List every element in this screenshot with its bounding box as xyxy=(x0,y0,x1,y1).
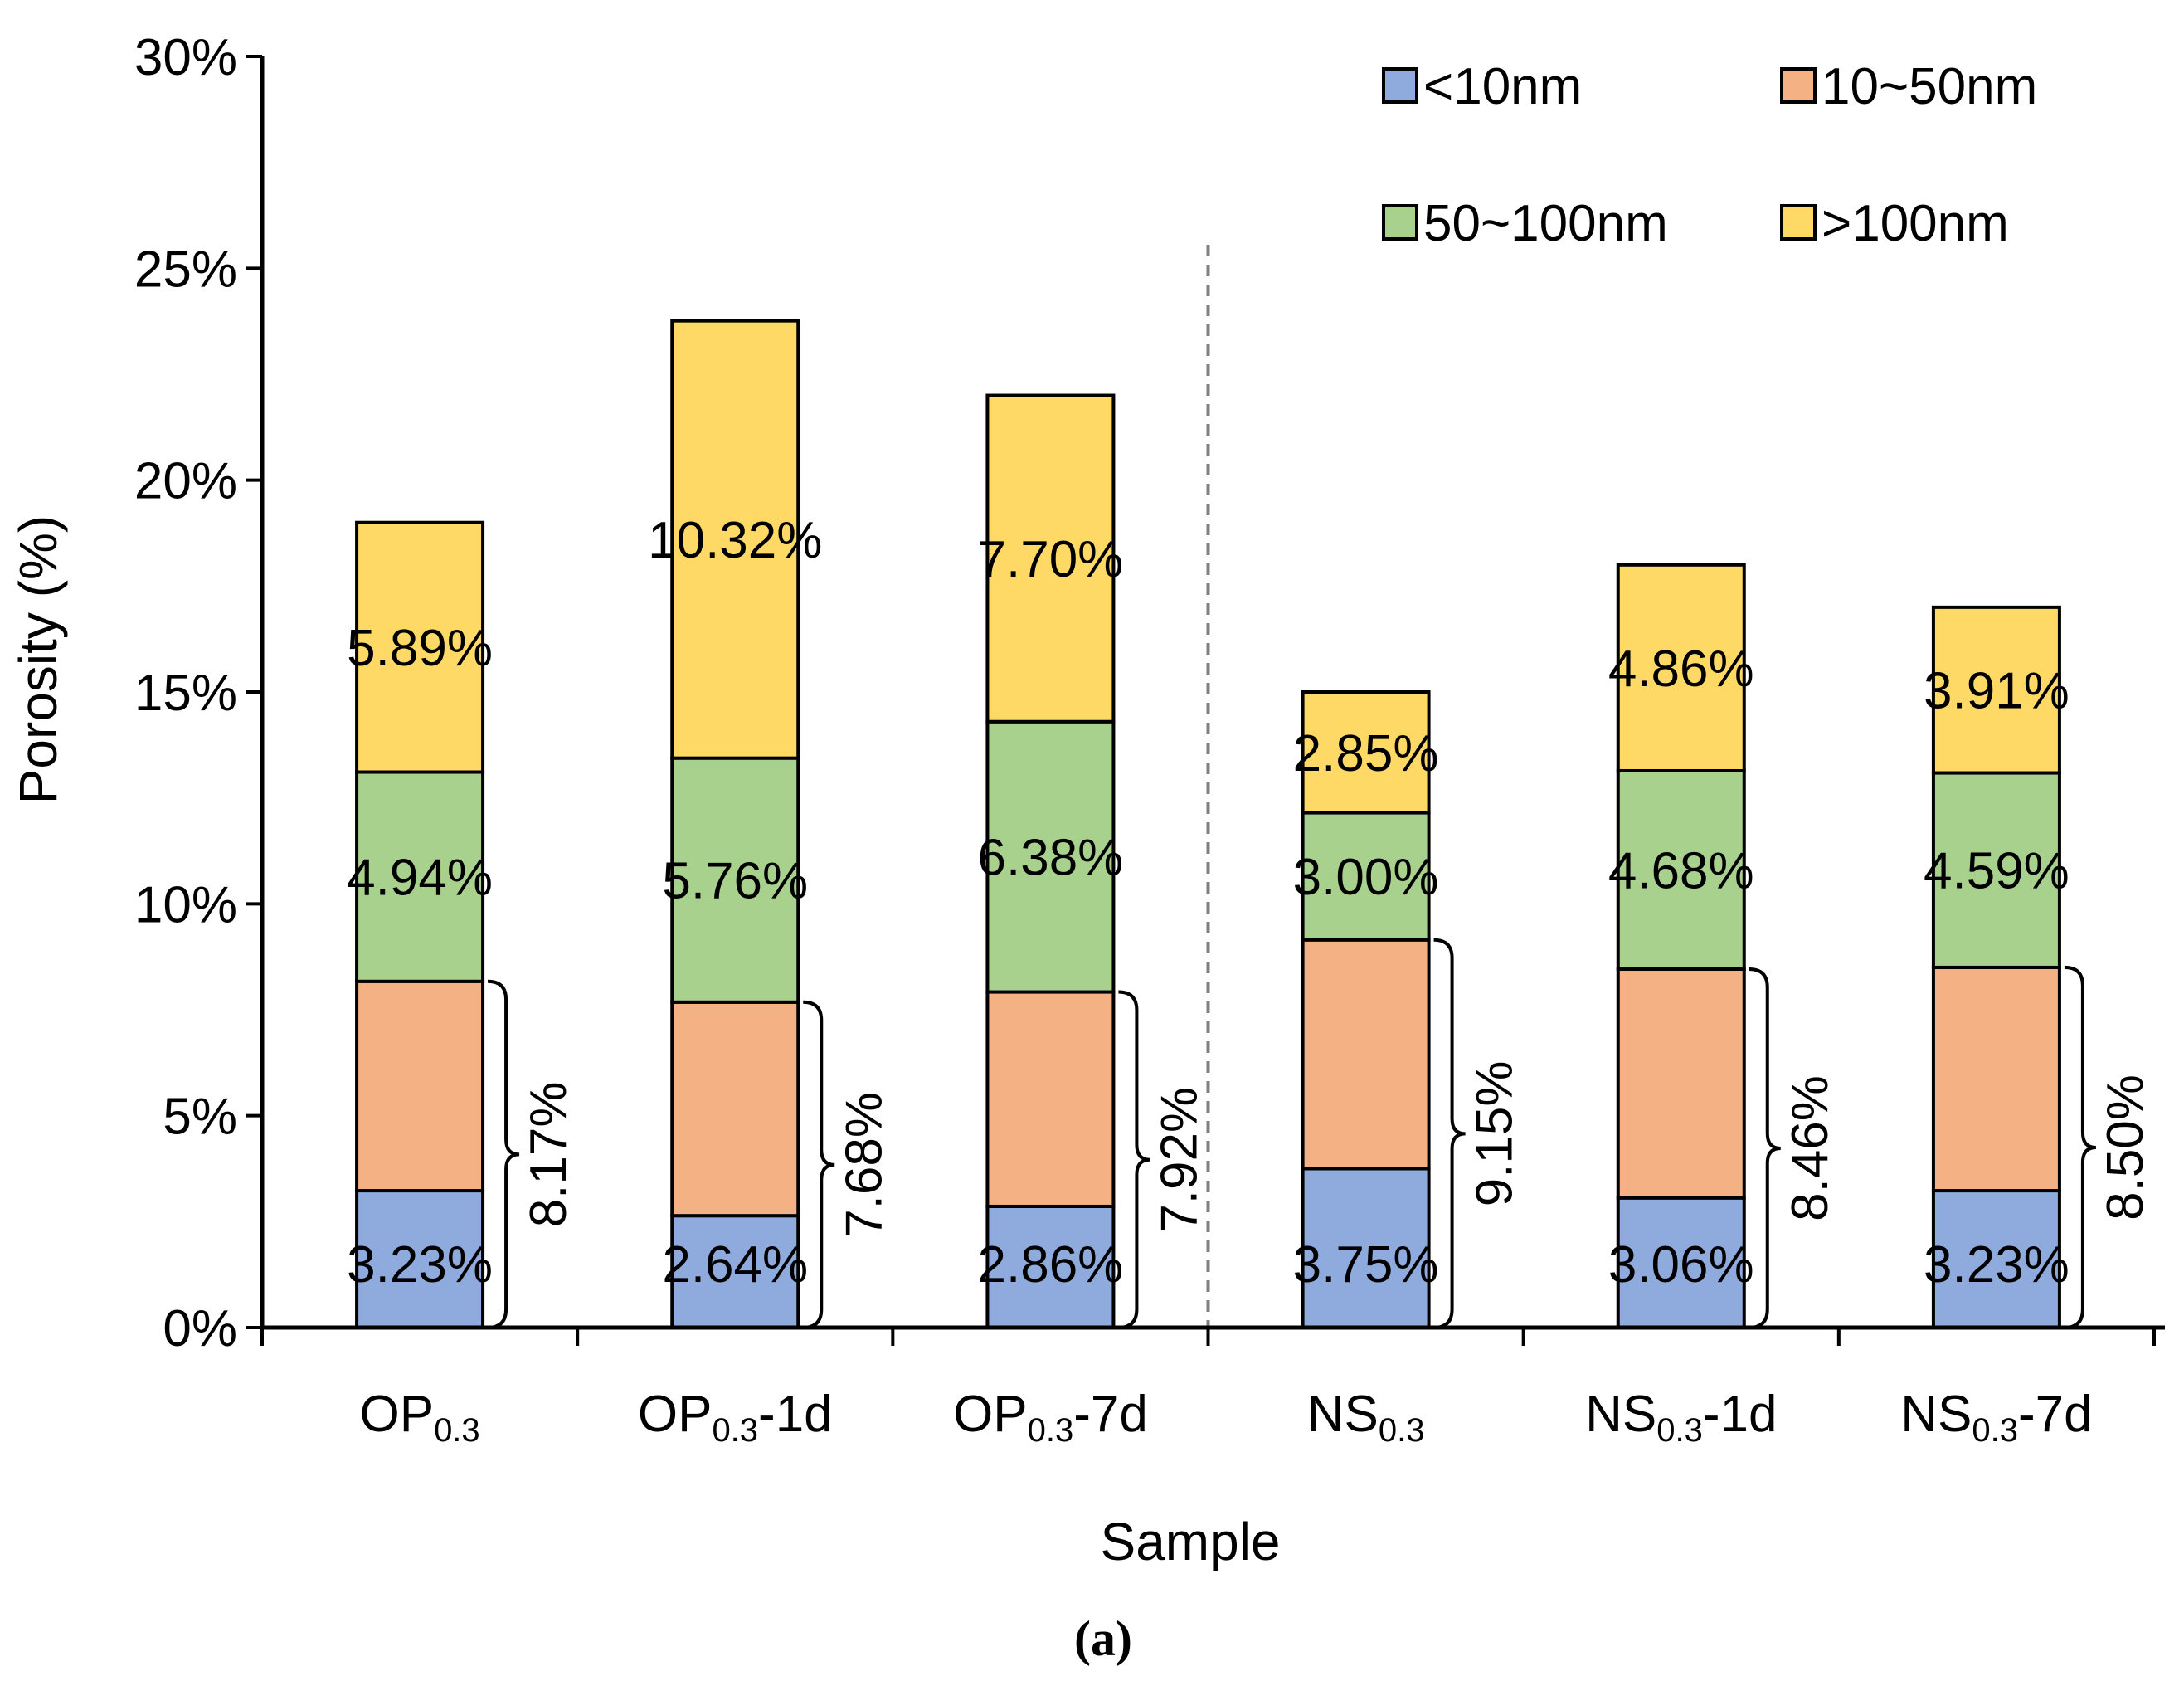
legend-label: >100nm xyxy=(1822,195,2009,252)
bar-segment-50-100-1 xyxy=(670,756,800,1004)
data-label: 7.70% xyxy=(978,531,1124,588)
y-tick-label: 0% xyxy=(163,1300,237,1357)
x-tick-label: NS0.3-7d xyxy=(1900,1386,2092,1449)
bar-segment-10-50-1 xyxy=(670,1000,800,1218)
x-tick-label: OP0.3-7d xyxy=(953,1386,1148,1449)
bar-segment-50-100-2 xyxy=(985,719,1116,994)
brace xyxy=(1433,938,1466,1329)
bar-segment-lt10-1 xyxy=(670,1214,800,1329)
legend: <10nm 10~50nm 50~100nm >100nm xyxy=(1382,58,2037,252)
bar-segment-lt10-2 xyxy=(985,1204,1116,1329)
brace-label: 8.17% xyxy=(520,1081,577,1227)
bar-segment-gt100-1 xyxy=(670,319,800,760)
bar-segment-10-50-5 xyxy=(1931,965,2061,1193)
data-label: 2.64% xyxy=(662,1236,808,1294)
bar-segment-lt10-5 xyxy=(1931,1189,2061,1330)
bar-segment-10-50-0 xyxy=(355,979,485,1193)
data-label: 3.06% xyxy=(1608,1236,1754,1294)
brace-label: 8.50% xyxy=(2097,1074,2154,1221)
bar-segment-gt100-5 xyxy=(1931,605,2061,775)
bar-segment-lt10-4 xyxy=(1616,1196,1746,1329)
brace-label: 9.15% xyxy=(1467,1060,1524,1206)
legend-swatch xyxy=(1382,67,1418,104)
data-label: 4.86% xyxy=(1608,641,1754,698)
brace xyxy=(803,1000,835,1329)
bar-segment-gt100-3 xyxy=(1301,690,1431,815)
bar-segment-gt100-0 xyxy=(355,520,485,774)
x-tick-label: NS0.3 xyxy=(1307,1386,1425,1449)
y-tick-label: 25% xyxy=(134,241,237,298)
x-tick-label: OP0.3-1d xyxy=(638,1386,833,1449)
brace xyxy=(487,979,520,1329)
bar-segment-50-100-0 xyxy=(355,770,485,983)
legend-label: 10~50nm xyxy=(1822,58,2037,115)
y-tick-label: 5% xyxy=(163,1089,237,1146)
y-tick-label: 15% xyxy=(134,665,237,722)
axes: OP0.3 OP0.3-1d OP0.3-7d NS0.3 NS0.3-1d NS0.3-… xyxy=(134,29,2165,1449)
brace xyxy=(1749,967,1781,1329)
data-label: 3.00% xyxy=(1293,849,1439,906)
data-label: 6.38% xyxy=(978,830,1124,887)
data-label: 3.23% xyxy=(347,1236,493,1294)
bar-segment-10-50-2 xyxy=(985,990,1116,1208)
data-label: 4.94% xyxy=(347,850,493,907)
data-label: 5.89% xyxy=(347,620,493,677)
data-label: 3.23% xyxy=(1924,1236,2070,1294)
bar-segment-10-50-4 xyxy=(1616,967,1746,1200)
bar-segment-gt100-4 xyxy=(1616,563,1746,772)
data-label: 4.59% xyxy=(1924,843,2070,900)
legend-swatch xyxy=(1382,204,1418,241)
data-label: 5.76% xyxy=(662,853,808,910)
legend-label: 50~100nm xyxy=(1423,195,1668,252)
bar-segment-gt100-2 xyxy=(985,393,1116,724)
y-tick-label: 20% xyxy=(134,453,237,510)
bar-segment-50-100-5 xyxy=(1931,771,2061,969)
brace-label: 8.46% xyxy=(1782,1075,1839,1221)
y-axis-title: Porosity (%) xyxy=(8,515,68,805)
bar-segment-50-100-4 xyxy=(1616,768,1746,971)
data-label: 2.86% xyxy=(978,1236,1124,1294)
data-label: 3.75% xyxy=(1293,1236,1439,1294)
brace-label: 7.92% xyxy=(1150,1087,1208,1233)
x-tick-label: OP0.3 xyxy=(359,1386,479,1449)
bar-segment-50-100-3 xyxy=(1301,811,1431,942)
figure-caption: (a) xyxy=(1074,1611,1132,1666)
data-label: 2.85% xyxy=(1293,725,1439,782)
bar-segment-10-50-3 xyxy=(1301,938,1431,1171)
x-tick-label: NS0.3-1d xyxy=(1585,1386,1777,1449)
data-label: 3.91% xyxy=(1924,663,2070,720)
data-label: 4.68% xyxy=(1608,842,1754,899)
legend-label: <10nm xyxy=(1423,58,1582,115)
brace-label: 7.68% xyxy=(835,1092,893,1238)
y-tick-label: 10% xyxy=(134,876,237,933)
plot-area: 3.23% 4.94% 5.89% 8.17% 2.64% 5.76% 10.32% 7.68… xyxy=(347,245,2154,1330)
legend-swatch xyxy=(1780,67,1817,104)
data-label: 10.32% xyxy=(648,512,822,569)
legend-swatch xyxy=(1780,204,1817,241)
y-tick-label: 30% xyxy=(134,29,237,86)
x-axis-title: Sample xyxy=(1101,1512,1281,1571)
